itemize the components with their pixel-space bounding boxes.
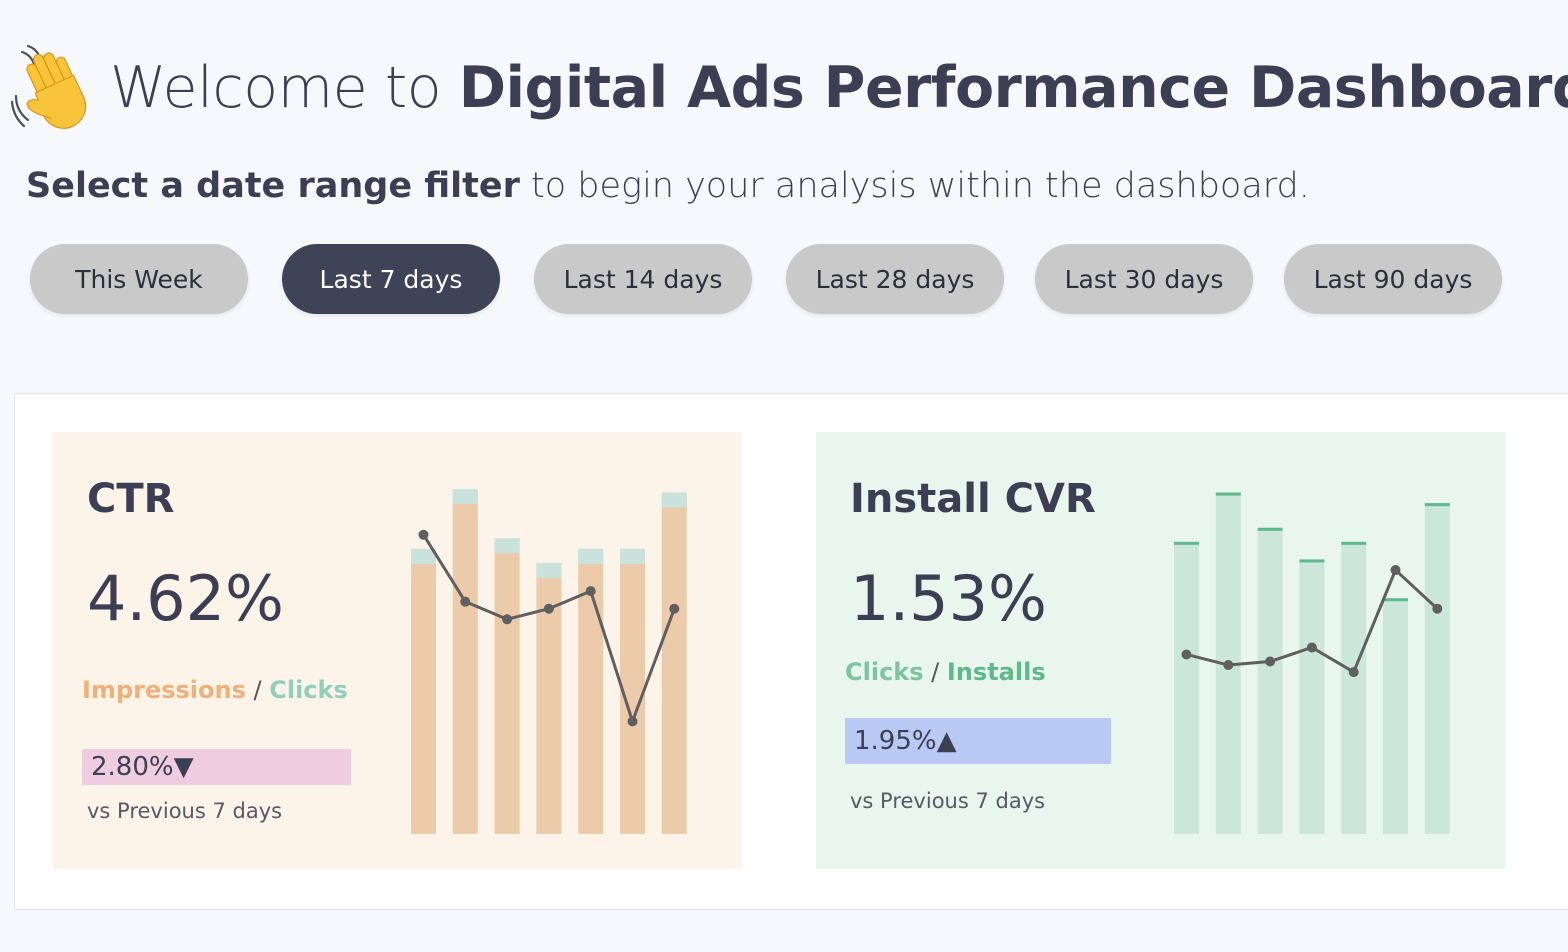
cvr-numerator: Clicks — [845, 658, 924, 686]
cvr-bar-cap — [1383, 598, 1408, 602]
ctr-line-point — [585, 586, 596, 597]
ctr-formula: Impressions / Clicks — [82, 676, 348, 704]
ctr-line-point — [502, 614, 513, 625]
ctr-line-point — [543, 603, 554, 614]
cvr-bar-cap — [1215, 492, 1241, 496]
ctr-sparkline-chart — [411, 489, 687, 834]
ctr-numerator: Impressions — [82, 676, 246, 704]
cvr-line-point — [1265, 656, 1276, 667]
ctr-value: 4.62% — [87, 562, 284, 635]
cvr-bar-cap — [1299, 559, 1325, 563]
cvr-bar-cap — [1174, 541, 1199, 545]
cvr-bar — [1383, 598, 1408, 834]
ctr-bar — [411, 548, 436, 834]
filter-last-30-days[interactable]: Last 30 days — [1035, 244, 1253, 314]
ctr-line-point — [418, 529, 429, 540]
cvr-line-point — [1390, 565, 1401, 575]
cvr-bar — [1341, 541, 1367, 834]
cvr-line-point — [1181, 649, 1192, 660]
cvr-delta-badge: 1.95%▲ — [845, 718, 1111, 764]
ctr-bar — [578, 548, 604, 834]
filter-last-14-days[interactable]: Last 14 days — [534, 244, 752, 314]
filter-last-7-days[interactable]: Last 7 days — [282, 244, 500, 314]
ctr-bar-cap — [578, 548, 604, 564]
cvr-separator: / — [923, 658, 947, 686]
cvr-bar-cap — [1257, 527, 1283, 531]
page-header: Welcome to Digital Ads Performance Dashb… — [10, 40, 1568, 136]
ctr-bar — [452, 489, 478, 834]
ctr-bar-cap — [620, 548, 645, 564]
cvr-line-point — [1306, 642, 1317, 653]
ctr-bar — [661, 492, 687, 834]
waving-hand-icon — [10, 44, 87, 129]
ctr-title: CTR — [87, 476, 175, 522]
page-subtitle: Select a date range filter to begin your… — [26, 166, 1310, 206]
ctr-line-point — [669, 603, 680, 614]
ctr-bar — [494, 538, 520, 834]
filter-this-week[interactable]: This Week — [30, 244, 248, 314]
cvr-bar-cap — [1424, 503, 1450, 507]
cvr-formula: Clicks / Installs — [845, 658, 1046, 686]
ctr-delta-badge: 2.80%▼ — [82, 749, 351, 785]
cvr-bar — [1257, 527, 1283, 834]
ctr-line-point — [460, 596, 471, 607]
ctr-line-point — [627, 716, 638, 727]
ctr-bar-cap — [411, 548, 436, 564]
cvr-bar — [1424, 503, 1450, 834]
ctr-separator: / — [245, 676, 270, 704]
ctr-comparison-label: vs Previous 7 days — [87, 799, 283, 823]
cvr-bar — [1174, 541, 1199, 834]
ctr-denominator: Clicks — [269, 676, 348, 704]
cvr-line-point — [1432, 603, 1443, 614]
kpi-panel: CTR 4.62% Impressions / Clicks 2.80%▼ vs… — [14, 393, 1568, 910]
cvr-title: Install CVR — [850, 476, 1096, 522]
subtitle-emphasis: Select a date range filter — [26, 166, 520, 206]
cvr-comparison-label: vs Previous 7 days — [850, 789, 1046, 813]
ctr-bar-cap — [494, 538, 520, 554]
cvr-value: 1.53% — [850, 562, 1047, 635]
filter-last-28-days[interactable]: Last 28 days — [786, 244, 1004, 314]
title-main: Digital Ads Performance Dashboard! — [458, 55, 1568, 121]
cvr-bar — [1299, 559, 1325, 834]
filter-last-90-days[interactable]: Last 90 days — [1284, 244, 1502, 314]
cvr-sparkline-chart — [1174, 492, 1450, 834]
ctr-bar-cap — [661, 492, 687, 508]
subtitle-rest: to begin your analysis within the dashbo… — [519, 166, 1310, 206]
install-cvr-card[interactable]: Install CVR 1.53% Clicks / Installs 1.95… — [816, 432, 1505, 869]
ctr-card[interactable]: CTR 4.62% Impressions / Clicks 2.80%▼ vs… — [53, 432, 742, 869]
cvr-denominator: Installs — [946, 658, 1046, 686]
ctr-bar-cap — [452, 489, 478, 505]
title-prefix: Welcome to — [110, 55, 459, 121]
cvr-line-point — [1223, 660, 1234, 671]
ctr-bar-cap — [536, 562, 562, 578]
cvr-bar-cap — [1341, 541, 1367, 545]
page-title: Welcome to Digital Ads Performance Dashb… — [110, 55, 1568, 121]
cvr-line-point — [1348, 667, 1359, 678]
